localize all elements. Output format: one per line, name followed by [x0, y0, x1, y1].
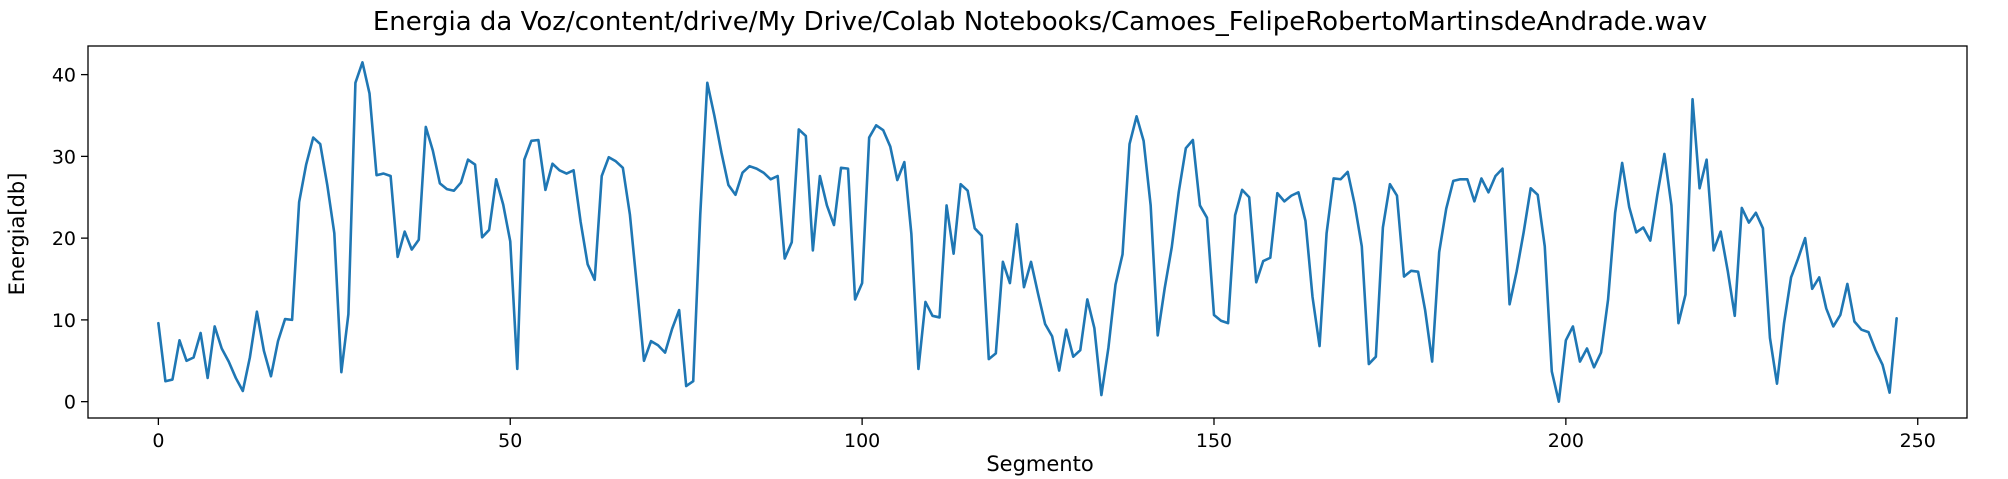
y-tick-label: 0 [64, 392, 76, 414]
plot-area-frame [87, 45, 1968, 419]
chart-title: Energia da Voz/content/drive/My Drive/Co… [373, 7, 1707, 37]
series-line [157, 61, 1898, 403]
y-axis-ticks: 0 10 20 30 40 [52, 65, 88, 414]
x-axis-label: Segmento [986, 452, 1093, 476]
x-tick-label: 250 [1900, 430, 1936, 452]
y-tick-label: 20 [52, 228, 76, 250]
x-tick-label: 200 [1548, 430, 1584, 452]
x-tick-label: 0 [152, 430, 164, 452]
x-tick-label: 100 [844, 430, 880, 452]
y-tick-label: 10 [52, 310, 76, 332]
x-tick-label: 50 [498, 430, 522, 452]
y-tick-label: 30 [52, 146, 76, 168]
y-tick-label: 40 [52, 65, 76, 87]
x-axis-ticks: 0 50 100 150 200 250 [152, 418, 1936, 452]
y-axis-label: Energia[db] [5, 173, 29, 296]
x-tick-label: 150 [1196, 430, 1232, 452]
